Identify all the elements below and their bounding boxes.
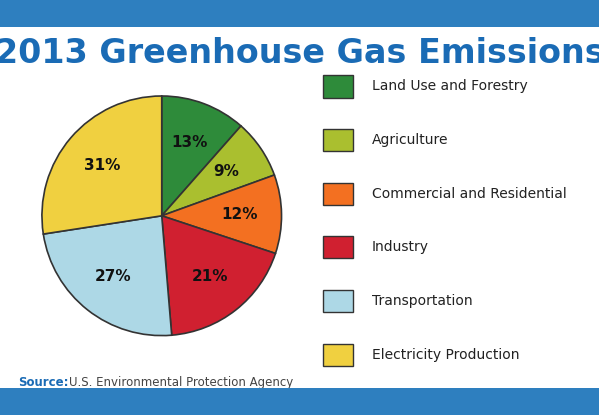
- Bar: [322, 129, 353, 151]
- Wedge shape: [162, 175, 282, 254]
- Wedge shape: [162, 126, 274, 216]
- Wedge shape: [162, 96, 241, 216]
- Text: 9%: 9%: [213, 164, 239, 179]
- Text: Land Use and Forestry: Land Use and Forestry: [372, 80, 528, 93]
- Wedge shape: [43, 216, 172, 336]
- Wedge shape: [162, 216, 276, 335]
- Text: 21%: 21%: [192, 269, 228, 284]
- Bar: [322, 183, 353, 205]
- Wedge shape: [42, 96, 162, 234]
- Text: Industry: Industry: [372, 240, 429, 254]
- Text: Commercial and Residential: Commercial and Residential: [372, 187, 567, 201]
- Text: Transportation: Transportation: [372, 294, 473, 308]
- Text: 27%: 27%: [95, 269, 132, 284]
- Bar: [322, 76, 353, 98]
- Text: 13%: 13%: [171, 135, 207, 151]
- Text: Source:: Source:: [18, 376, 68, 388]
- Text: 2013 Greenhouse Gas Emissions: 2013 Greenhouse Gas Emissions: [0, 37, 599, 71]
- Text: 12%: 12%: [222, 207, 258, 222]
- Bar: [322, 344, 353, 366]
- Text: Agriculture: Agriculture: [372, 133, 449, 147]
- Bar: [322, 290, 353, 312]
- Bar: [322, 236, 353, 259]
- Text: 31%: 31%: [84, 158, 121, 173]
- Text: U.S. Environmental Protection Agency: U.S. Environmental Protection Agency: [69, 376, 293, 388]
- Text: Electricity Production: Electricity Production: [372, 348, 519, 361]
